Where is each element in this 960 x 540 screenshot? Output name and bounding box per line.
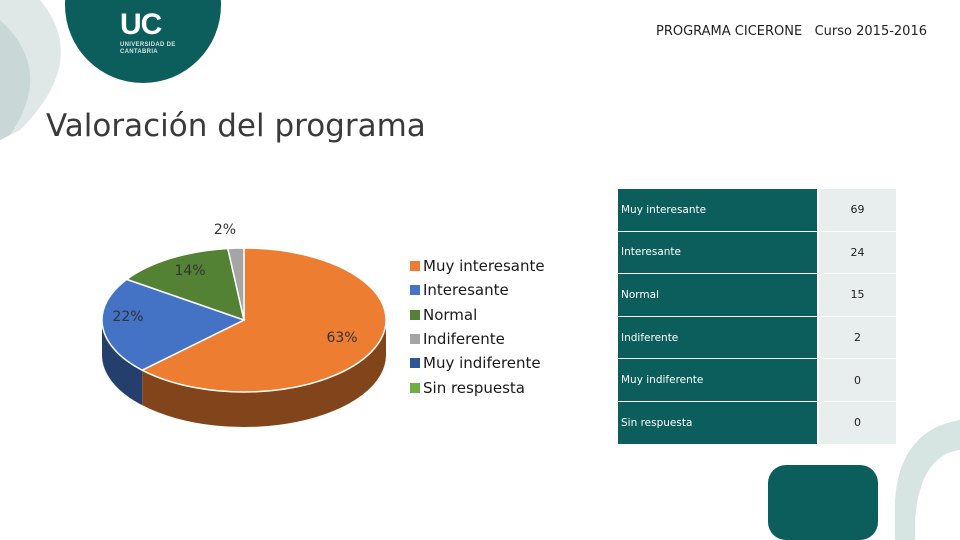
legend-item: Interesante <box>410 278 545 302</box>
corner-shape <box>768 465 878 540</box>
pie-sides <box>102 320 386 428</box>
table-row: Sin respuesta 0 <box>618 401 896 445</box>
chart-legend: Muy interesante Interesante Normal Indifere… <box>410 254 545 400</box>
legend-item: Sin respuesta <box>410 375 545 399</box>
pie-side-0 <box>142 320 386 428</box>
pie-slice <box>226 247 245 321</box>
table-cell-label: Normal <box>618 274 819 316</box>
legend-swatch <box>410 334 420 345</box>
logo-subtitle: UNIVERSIDAD DE CANTABRIA <box>120 42 176 55</box>
legend-swatch <box>410 261 420 272</box>
legend-item: Muy interesante <box>410 254 545 278</box>
table-row: Muy indiferente 0 <box>618 359 896 402</box>
table-row: Muy interesante 69 <box>618 189 896 232</box>
values-table: Muy interesante 69 Interesante 24 Normal 15 In… <box>618 189 896 445</box>
table-cell-value: 0 <box>819 401 896 444</box>
legend-swatch <box>410 285 420 296</box>
table-cell-value: 2 <box>819 316 896 359</box>
pie-slice <box>125 247 246 322</box>
legend-label: Normal <box>423 305 478 324</box>
legend-label: Indiferente <box>423 330 505 349</box>
table-cell-value: 15 <box>819 274 896 316</box>
table-cell-label: Muy interesante <box>618 189 819 231</box>
table-row: Normal 15 <box>618 274 896 317</box>
logo-badge <box>65 0 221 83</box>
logo-mark: UC <box>120 8 162 41</box>
legend-swatch <box>410 382 420 393</box>
legend-label: Interesante <box>423 281 509 300</box>
data-label: 22% <box>112 309 143 325</box>
table-cell-label: Muy indiferente <box>618 359 819 401</box>
legend-swatch <box>410 309 420 320</box>
data-label: 2% <box>214 222 236 238</box>
table-cell-label: Interesante <box>618 231 819 274</box>
legend-item: Muy indiferente <box>410 351 545 375</box>
table-row: Interesante 24 <box>618 231 896 275</box>
data-label: 63% <box>326 330 357 346</box>
university-logo: UC UNIVERSIDAD DE CANTABRIA <box>70 0 215 82</box>
pie-slice <box>140 247 387 393</box>
table-cell-label: Indiferente <box>618 316 819 359</box>
table-row: Indiferente 2 <box>618 316 896 360</box>
pie-slice <box>101 278 246 372</box>
table-cell-value: 0 <box>819 359 896 401</box>
header-text: PROGRAMA CICERONE Curso 2015-2016 <box>655 24 927 39</box>
page-title: Valoración del programa <box>46 108 426 144</box>
table-cell-label: Sin respuesta <box>618 401 819 444</box>
legend-label: Sin respuesta <box>423 378 525 397</box>
legend-swatch <box>410 358 420 369</box>
legend-item: Normal <box>410 303 545 327</box>
table-cell-value: 69 <box>819 189 896 231</box>
data-label: 14% <box>174 263 205 279</box>
pie-side-1 <box>102 320 143 406</box>
legend-label: Muy indiferente <box>423 354 541 373</box>
table-cell-value: 24 <box>819 231 896 274</box>
legend-label: Muy interesante <box>423 257 545 276</box>
legend-item: Indiferente <box>410 327 545 351</box>
